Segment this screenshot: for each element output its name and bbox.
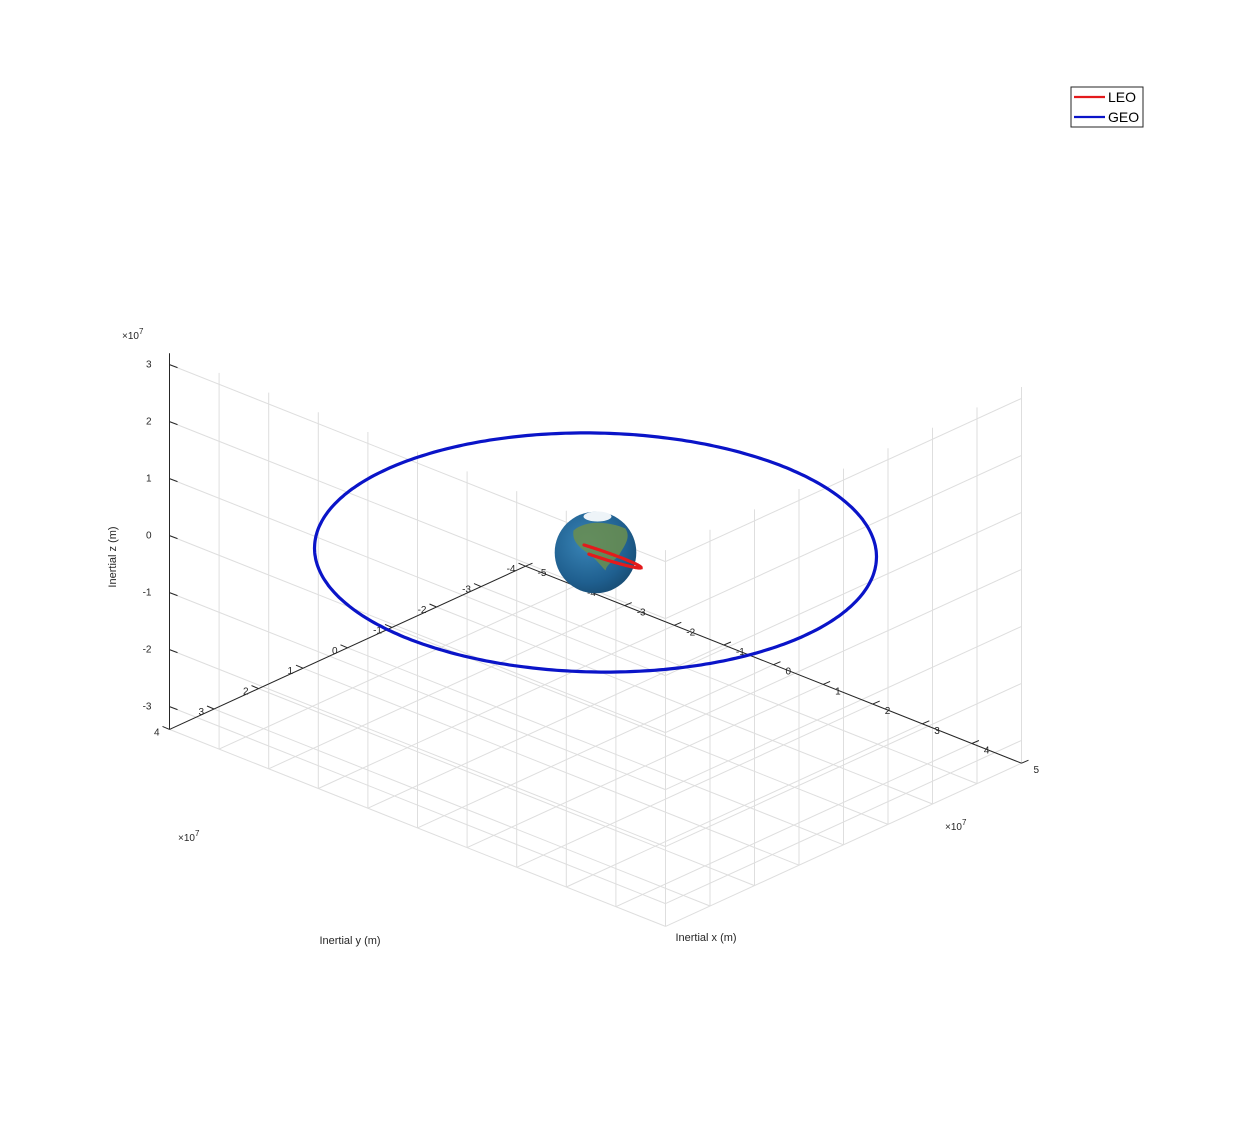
grid-line (615, 743, 973, 908)
x-tick-mark (674, 621, 682, 626)
grid-line (169, 706, 666, 905)
z-tick-label: -1 (143, 588, 152, 599)
z-tick-label: 3 (146, 360, 152, 371)
legend-label-geo: GEO (1108, 109, 1139, 125)
z-tick-label: 0 (146, 531, 152, 542)
y-tick-mark (384, 623, 393, 628)
z-tick-mark (169, 535, 178, 540)
grid-line (566, 723, 923, 888)
grid-line (367, 644, 725, 809)
z-tick-label: -3 (143, 702, 152, 713)
y-tick-mark (206, 705, 215, 710)
x-tick-label: 0 (786, 667, 792, 678)
x-tick-mark (624, 602, 632, 607)
grid-line (169, 649, 666, 848)
z-exponent-label: ×107 (122, 327, 144, 342)
grid-line (665, 454, 1022, 620)
y-tick-label: 2 (243, 687, 249, 698)
grid-line (218, 585, 576, 750)
z-tick-label: 1 (146, 474, 152, 485)
y-tick-label: 0 (332, 646, 338, 657)
y-tick-label: 1 (287, 666, 293, 677)
grid-line (665, 397, 1022, 563)
grid-line (169, 478, 666, 677)
legend-label-leo: LEO (1108, 89, 1136, 105)
x-axis-label: Inertial x (m) (675, 932, 736, 944)
y-axis-label: Inertial y (m) (319, 935, 380, 947)
z-tick-label: -2 (143, 645, 152, 656)
x-tick-label: 1 (835, 686, 841, 697)
grid-line (665, 511, 1022, 677)
y-tick-mark (340, 644, 348, 649)
y-tick-mark (162, 725, 170, 730)
y-tick-label: -2 (418, 605, 427, 616)
x-tick-mark (872, 700, 880, 705)
x-tick-label: -4 (587, 588, 596, 599)
plot-area (312, 431, 879, 674)
x-tick-label: 4 (984, 746, 990, 757)
x-tick-mark (822, 680, 831, 685)
z-tick-label: 2 (146, 417, 152, 428)
grid-line (665, 625, 1022, 791)
tick-labels: -5 -4 -3 -2 -1 0 1 2 3 4 5 -4 -3 -2 -1 0 1 2 3 4 -3 -2 -1 0 1 2 3 (143, 360, 1040, 777)
grid-line (665, 682, 1022, 848)
x-exponent-label: ×107 (945, 818, 967, 833)
x-tick-mark (525, 562, 533, 567)
grid-line (466, 683, 824, 849)
geo-orbit-line (312, 431, 879, 674)
x-tick-mark (971, 740, 980, 744)
x-tick-label: -2 (686, 627, 695, 638)
x-tick-label: 2 (885, 706, 891, 717)
earth-ice (583, 511, 612, 522)
grid-line (665, 762, 1022, 927)
x-tick-mark (723, 641, 732, 646)
axes-grid (169, 353, 1022, 927)
x-tick-mark (1021, 759, 1029, 764)
y-exponent-label: ×107 (178, 829, 200, 844)
y-tick-mark (295, 664, 304, 669)
x-tick-label: -1 (736, 647, 745, 658)
z-tick-mark (169, 592, 178, 597)
z-tick-mark (169, 421, 178, 426)
legend[interactable]: LEO GEO (1070, 86, 1144, 128)
x-tick-mark (773, 661, 781, 666)
y-tick-label: -3 (462, 585, 471, 596)
grid-line (318, 624, 675, 789)
grid-line (169, 535, 666, 734)
y-tick-mark (251, 685, 259, 690)
grid-line (516, 703, 873, 868)
x-tick-mark (922, 720, 930, 725)
earth-land (573, 522, 628, 571)
y-axis-line (169, 565, 526, 730)
grid-line (169, 592, 666, 791)
y-tick-label: -4 (507, 564, 516, 575)
leo-orbit-line (582, 543, 643, 570)
z-axis-label: Inertial z (m) (107, 526, 119, 587)
grid-line (665, 568, 1022, 734)
x-tick-label: -5 (538, 568, 547, 579)
grid-line (417, 664, 774, 829)
y-tick-label: -1 (373, 625, 382, 636)
y-tick-mark (518, 562, 526, 567)
z-tick-mark (169, 478, 178, 483)
y-tick-label: 3 (198, 707, 204, 718)
x-tick-label: -3 (637, 608, 646, 619)
x-tick-label: 5 (1034, 765, 1040, 776)
y-tick-mark (429, 603, 437, 608)
x-tick-label: 3 (934, 726, 940, 737)
z-tick-mark (169, 649, 178, 654)
axes-lines (162, 353, 1029, 764)
grid-line (665, 739, 1022, 905)
legend-box (1070, 86, 1144, 128)
earth-globe (554, 511, 637, 594)
grid-line (268, 605, 625, 770)
z-tick-mark (169, 364, 178, 369)
y-tick-mark (473, 583, 482, 588)
y-tick-label: 4 (154, 727, 160, 738)
z-tick-mark (169, 706, 178, 711)
